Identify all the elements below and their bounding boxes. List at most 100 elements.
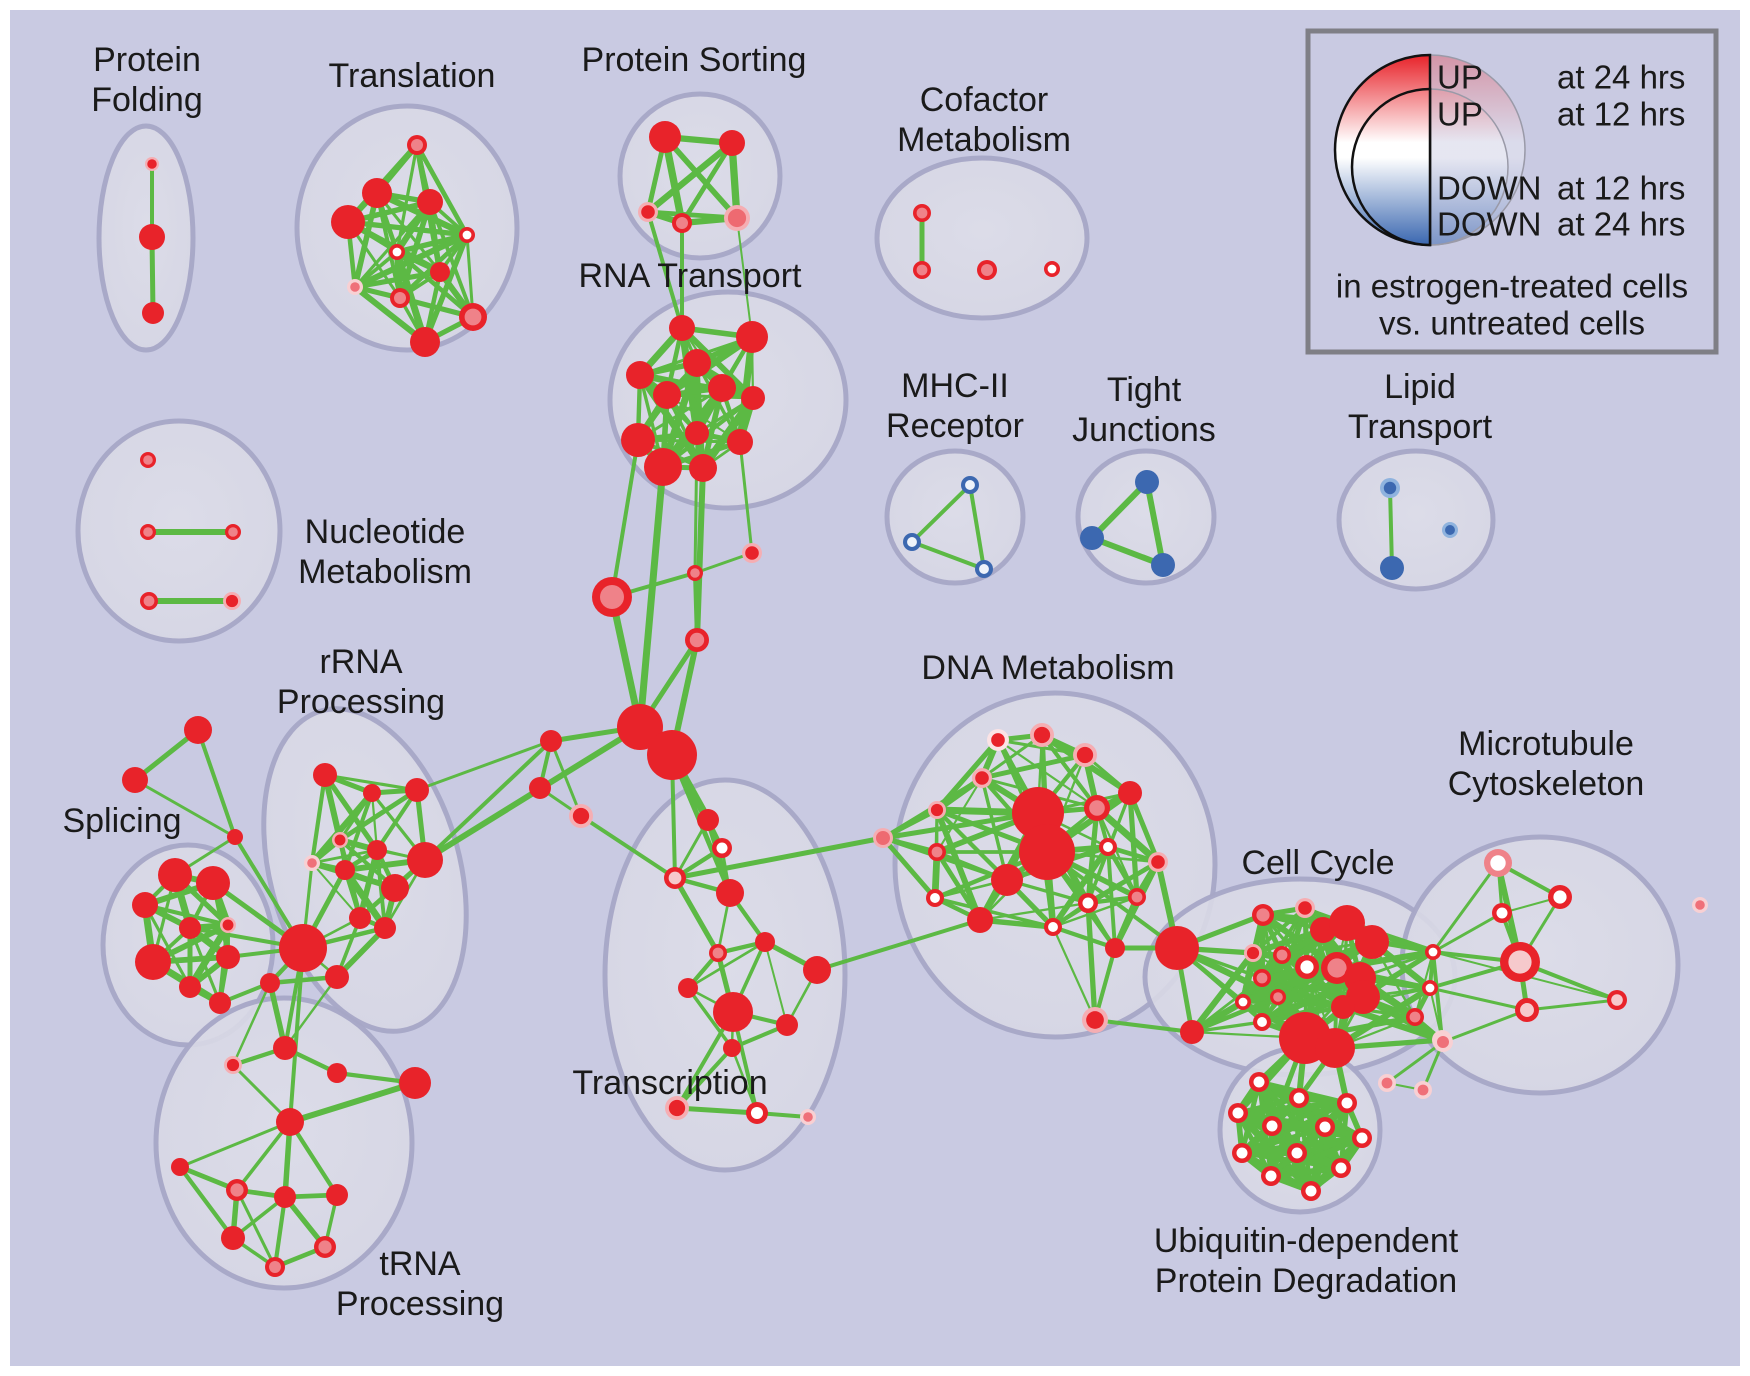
gene-node-rr-8 [407,842,443,878]
gene-node-tx-11 [665,1096,689,1120]
network-edge [662,134,740,221]
network-edge [423,739,553,862]
cluster-label-tj: Tight [1107,371,1182,409]
gene-node-tx-0 [697,809,719,831]
gene-node-hub-3 [685,628,709,652]
gene-node-mt-3 [1500,942,1540,982]
gene-node-cc-8 [1295,955,1319,979]
gene-node-hub-7 [529,777,551,799]
network-edge [978,901,1090,922]
cluster-label-rr: rRNA [319,643,402,681]
cluster-label-ub: Ubiquitin-dependent [1154,1222,1459,1260]
network-edge [880,810,1041,841]
gene-node-dna-8 [928,843,946,861]
gene-node-dna-14 [967,907,993,933]
gene-node-rr-9 [349,907,371,929]
gene-node-cc-22 [1425,944,1441,960]
network-edge [880,807,940,841]
network-edge [880,835,938,901]
gene-node-cc-19 [1180,1020,1204,1044]
gene-node-rr-14 [224,1056,242,1074]
network-edge [1525,998,1619,1012]
network-edge [322,772,380,853]
gene-node-mhc-1 [903,533,921,551]
gene-node-sp-0 [158,858,192,892]
gene-node-mhc-0 [961,476,979,494]
cluster-label-mt: Microtubule [1458,725,1634,763]
gene-node-rr-4 [304,855,320,871]
gene-node-L-2 [227,829,243,845]
gene-node-tj-1 [1080,526,1104,550]
cluster-bubble-cf [874,155,1090,321]
gene-node-tl-2 [417,189,443,215]
network-edge [394,249,476,320]
network-edge [415,739,553,792]
gene-node-dna-18 [1105,938,1125,958]
gene-node-rr-16 [327,1063,347,1083]
network-edge [1105,844,1140,900]
cluster-label-sp: Splicing [62,802,181,840]
network-edge [881,836,1009,882]
legend-note-line-0: in estrogen-treated cells [1336,268,1688,305]
gene-node-nm-0 [140,452,156,468]
gene-node-rr-5 [335,860,355,880]
network-edge [1234,1099,1351,1117]
network-edge [1267,1164,1345,1180]
gene-node-tl-5 [389,244,405,260]
gene-node-rr-3 [332,832,348,848]
gene-node-ub-8 [1287,1143,1307,1163]
cluster-label-rnat: RNA Transport [579,257,803,295]
cluster-label-tr: tRNA [379,1245,461,1283]
gene-node-tl-10 [410,327,440,357]
gene-node-rnat-0 [669,315,695,341]
network-edge [1388,486,1394,570]
network-edge [352,190,380,290]
gene-node-ub-4 [1262,1116,1282,1136]
network-edge [968,483,986,571]
cluster-label-lt: Lipid [1384,368,1456,406]
gene-node-sp-4 [220,917,236,933]
network-edge [1144,479,1166,568]
gene-node-tx-8 [713,992,753,1032]
gene-nodes [122,121,1708,1277]
network-edge [686,986,734,1050]
network-edge [644,139,736,216]
network-edge [414,142,470,238]
legend-time-3: at 24 hrs [1557,206,1685,243]
network-edge [679,140,735,226]
gene-node-dna-10 [1148,852,1168,872]
gene-node-sp-7 [179,976,201,998]
network-edge [1250,905,1308,956]
cluster-bubble-lt [1336,448,1496,592]
gene-node-tx-12 [746,1102,768,1124]
network-edge [686,940,767,990]
gene-node-dna-13 [926,889,944,907]
gene-node-ps-4 [724,205,750,231]
gene-node-ps-0 [649,121,681,153]
network-edge [636,371,707,472]
gene-node-rnat-5 [708,374,736,402]
gene-node-ub-7 [1232,1143,1252,1163]
network-edge [693,551,754,575]
gene-node-tj-0 [1135,470,1159,494]
gene-node-dna-16 [1078,893,1098,913]
gene-node-tl-1 [362,178,392,208]
cluster-label-cf: Cofactor [920,81,1049,119]
gene-node-cc-16 [1331,995,1355,1019]
network-edge [1431,950,1444,1042]
network-edge [1188,949,1257,1036]
gene-node-tl-4 [459,227,475,243]
gene-node-dna-6 [928,801,946,819]
network-edge [1051,895,1139,929]
gene-node-mt-6 [1692,897,1708,913]
cluster-label-pf: Protein [93,41,201,79]
gene-node-lt-1 [1380,556,1404,580]
network-edge [287,1119,340,1198]
network-edge [393,248,429,346]
gene-node-mt-0 [1484,849,1512,877]
network-edge [235,1188,277,1269]
gene-node-L-1 [122,767,148,793]
gene-node-nm-4 [223,592,241,610]
gene-node-sp-3 [179,917,201,939]
